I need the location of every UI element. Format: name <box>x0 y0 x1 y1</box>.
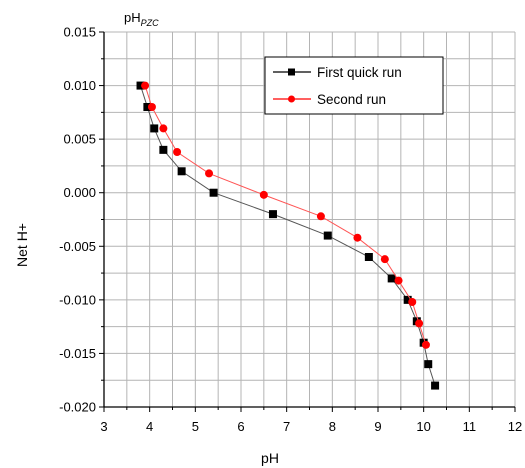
data-point <box>408 298 417 306</box>
legend-marker-first <box>288 68 295 76</box>
data-point <box>159 145 168 154</box>
data-point <box>159 124 168 133</box>
data-point <box>177 167 186 176</box>
y-tick-label: -0.015 <box>59 346 96 361</box>
legend-box <box>264 56 444 115</box>
data-point <box>150 124 159 133</box>
series-layer <box>136 81 440 390</box>
legend: First quick run Second run <box>264 56 444 115</box>
pzc-annotation-main: pH <box>124 10 141 25</box>
x-tick-label: 7 <box>283 419 290 434</box>
data-point <box>394 276 403 285</box>
x-tick-label: 6 <box>237 419 244 434</box>
x-tick-label: 10 <box>416 419 430 434</box>
data-point <box>205 169 214 178</box>
y-axis-title: Net H+ <box>14 223 30 267</box>
x-tick-label: 5 <box>192 419 199 434</box>
x-tick-label: 12 <box>508 419 522 434</box>
data-point <box>353 233 362 242</box>
x-tick-label: 4 <box>146 419 153 434</box>
data-point <box>141 81 150 90</box>
data-point <box>415 319 424 328</box>
data-point <box>316 212 325 221</box>
data-point <box>403 295 412 304</box>
data-point <box>136 81 145 90</box>
y-tick-label: 0.015 <box>63 25 96 40</box>
data-point <box>147 103 156 111</box>
x-tick-label: 9 <box>374 419 381 434</box>
legend-label-second: Second run <box>317 92 386 107</box>
y-tick-label: 0.005 <box>63 132 96 147</box>
x-axis-title: pH <box>261 450 279 466</box>
data-point <box>143 103 152 111</box>
data-point <box>380 255 389 264</box>
series-1 <box>136 81 440 390</box>
data-point <box>209 188 218 197</box>
x-tick-label: 8 <box>329 419 336 434</box>
pzc-annotation-sub: PZC <box>141 18 160 28</box>
data-point <box>323 231 332 240</box>
y-tick-label: 0.000 <box>63 185 96 200</box>
pzc-annotation: pHPZC <box>124 10 159 28</box>
legend-marker-second <box>288 95 295 103</box>
y-tick-label: -0.020 <box>59 400 96 415</box>
tick-layer: 3 4 5 6 7 8 9 10 11 12 0.015 0.010 0.005 0.000 -0.005 -… <box>59 25 522 435</box>
data-point <box>268 210 277 219</box>
y-tick-label: -0.010 <box>59 292 96 307</box>
y-tick-label: -0.005 <box>59 239 96 254</box>
data-point <box>421 340 430 349</box>
axes <box>99 31 516 412</box>
data-point <box>431 381 440 390</box>
x-tick-label: 3 <box>100 419 107 434</box>
data-point <box>387 274 396 283</box>
legend-label-first: First quick run <box>317 65 402 80</box>
data-point <box>259 190 268 199</box>
x-tick-label: 11 <box>463 419 477 434</box>
series-2 <box>141 81 430 349</box>
data-point <box>424 360 433 369</box>
data-point <box>173 148 182 156</box>
data-point <box>364 253 373 261</box>
y-tick-label: 0.010 <box>63 78 96 93</box>
